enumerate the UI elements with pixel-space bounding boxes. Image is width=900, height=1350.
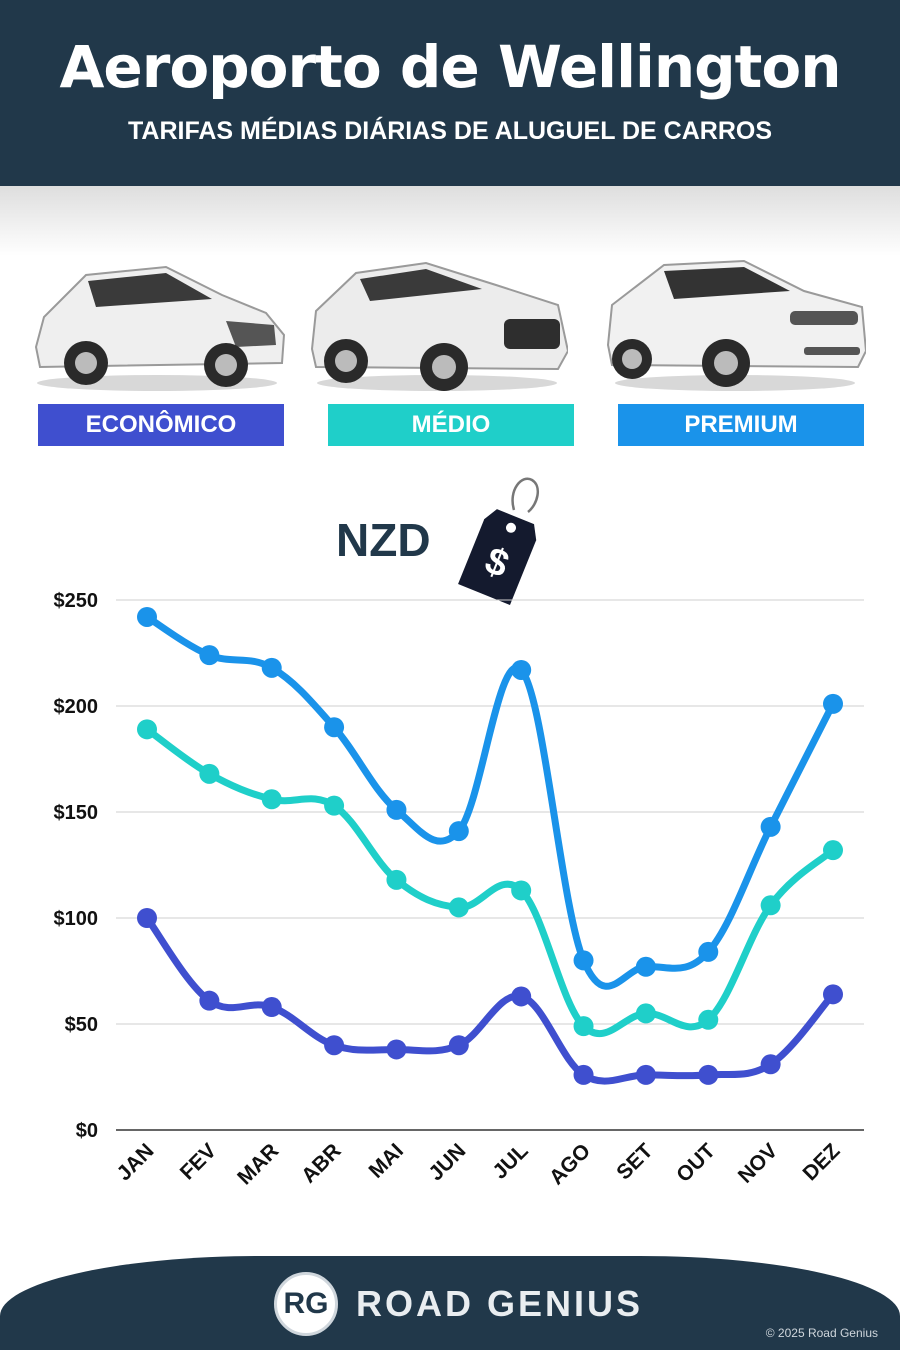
data-point bbox=[261, 789, 282, 810]
header-banner: Aeroporto de Wellington TARIFAS MÉDIAS D… bbox=[0, 0, 900, 186]
data-point bbox=[573, 950, 594, 971]
data-point bbox=[386, 1039, 407, 1060]
y-tick-label: $200 bbox=[54, 696, 99, 718]
copyright-notice: © 2025 Road Genius bbox=[765, 1326, 878, 1340]
data-point bbox=[698, 1064, 719, 1085]
x-tick-label: JUN bbox=[424, 1139, 470, 1185]
data-point bbox=[635, 956, 656, 977]
data-point bbox=[573, 1016, 594, 1037]
x-tick-label: DEZ bbox=[799, 1139, 845, 1185]
series-line-1 bbox=[143, 725, 837, 1037]
data-point bbox=[199, 645, 220, 666]
data-point bbox=[448, 897, 469, 918]
data-point bbox=[511, 659, 532, 680]
data-point bbox=[511, 986, 532, 1007]
economy-car-image bbox=[26, 255, 288, 395]
data-point bbox=[573, 1064, 594, 1085]
data-point bbox=[137, 908, 157, 928]
data-point bbox=[448, 1035, 469, 1056]
data-point bbox=[386, 799, 407, 820]
currency-label: NZD bbox=[336, 514, 431, 566]
data-point bbox=[698, 1009, 719, 1030]
data-point bbox=[823, 693, 843, 714]
brand-name: ROAD GENIUS bbox=[356, 1283, 644, 1324]
data-point bbox=[823, 840, 843, 861]
x-tick-label: JAN bbox=[113, 1139, 159, 1185]
data-point bbox=[760, 816, 781, 837]
x-tick-label: JUL bbox=[488, 1139, 532, 1183]
y-tick-label: $50 bbox=[65, 1014, 98, 1036]
data-point bbox=[386, 869, 407, 890]
page-title: Aeroporto de Wellington bbox=[59, 33, 841, 101]
series-line-2 bbox=[143, 914, 837, 1085]
data-point bbox=[698, 941, 719, 962]
y-tick-label: $100 bbox=[54, 908, 99, 930]
data-point bbox=[635, 1064, 656, 1085]
price-tag-icon: $ bbox=[452, 470, 552, 605]
x-tick-label: FEV bbox=[176, 1139, 221, 1184]
road-genius-logo-icon: RG bbox=[274, 1272, 338, 1336]
data-point bbox=[324, 1035, 345, 1056]
data-point bbox=[137, 719, 157, 740]
data-point bbox=[324, 795, 345, 816]
category-label-economy: ECONÔMICO bbox=[38, 404, 284, 446]
data-point bbox=[261, 997, 282, 1018]
chart-svg: $0 $50 $100 $150 $200 $250 JAN FEV MAR ABR MAI JUN J… bbox=[54, 590, 864, 1189]
data-point bbox=[324, 717, 345, 738]
data-point bbox=[635, 1003, 656, 1024]
category-label-premium: PREMIUM bbox=[618, 404, 864, 446]
x-tick-label: MAI bbox=[365, 1139, 408, 1182]
x-tick-label: ABR bbox=[297, 1139, 345, 1187]
series-line-0 bbox=[143, 613, 837, 990]
data-point bbox=[261, 657, 282, 678]
data-point bbox=[760, 1054, 781, 1075]
data-point bbox=[511, 880, 532, 901]
x-tick-label: MAR bbox=[233, 1139, 283, 1189]
y-tick-label: $250 bbox=[54, 590, 99, 612]
header-shadow bbox=[0, 186, 900, 256]
page-subtitle: TARIFAS MÉDIAS DIÁRIAS DE ALUGUEL DE CAR… bbox=[127, 117, 773, 145]
category-label-mid: MÉDIO bbox=[328, 404, 574, 446]
x-tick-label: SET bbox=[612, 1139, 657, 1184]
data-point bbox=[199, 763, 220, 784]
data-point bbox=[137, 606, 157, 627]
footer-banner bbox=[0, 1256, 900, 1350]
data-point bbox=[199, 990, 220, 1011]
x-tick-label: AGO bbox=[545, 1139, 595, 1189]
x-tick-label: NOV bbox=[734, 1139, 782, 1187]
y-tick-label: $150 bbox=[54, 802, 99, 824]
mid-size-car-image bbox=[306, 255, 568, 395]
x-tick-label: OUT bbox=[672, 1139, 720, 1187]
data-point bbox=[823, 984, 843, 1005]
line-chart: $0 $50 $100 $150 $200 $250 JAN FEV MAR ABR MAI JUN J… bbox=[0, 580, 900, 1220]
data-point bbox=[760, 895, 781, 916]
data-point bbox=[448, 821, 469, 842]
y-tick-label: $0 bbox=[76, 1120, 98, 1142]
premium-car-image bbox=[604, 255, 866, 395]
